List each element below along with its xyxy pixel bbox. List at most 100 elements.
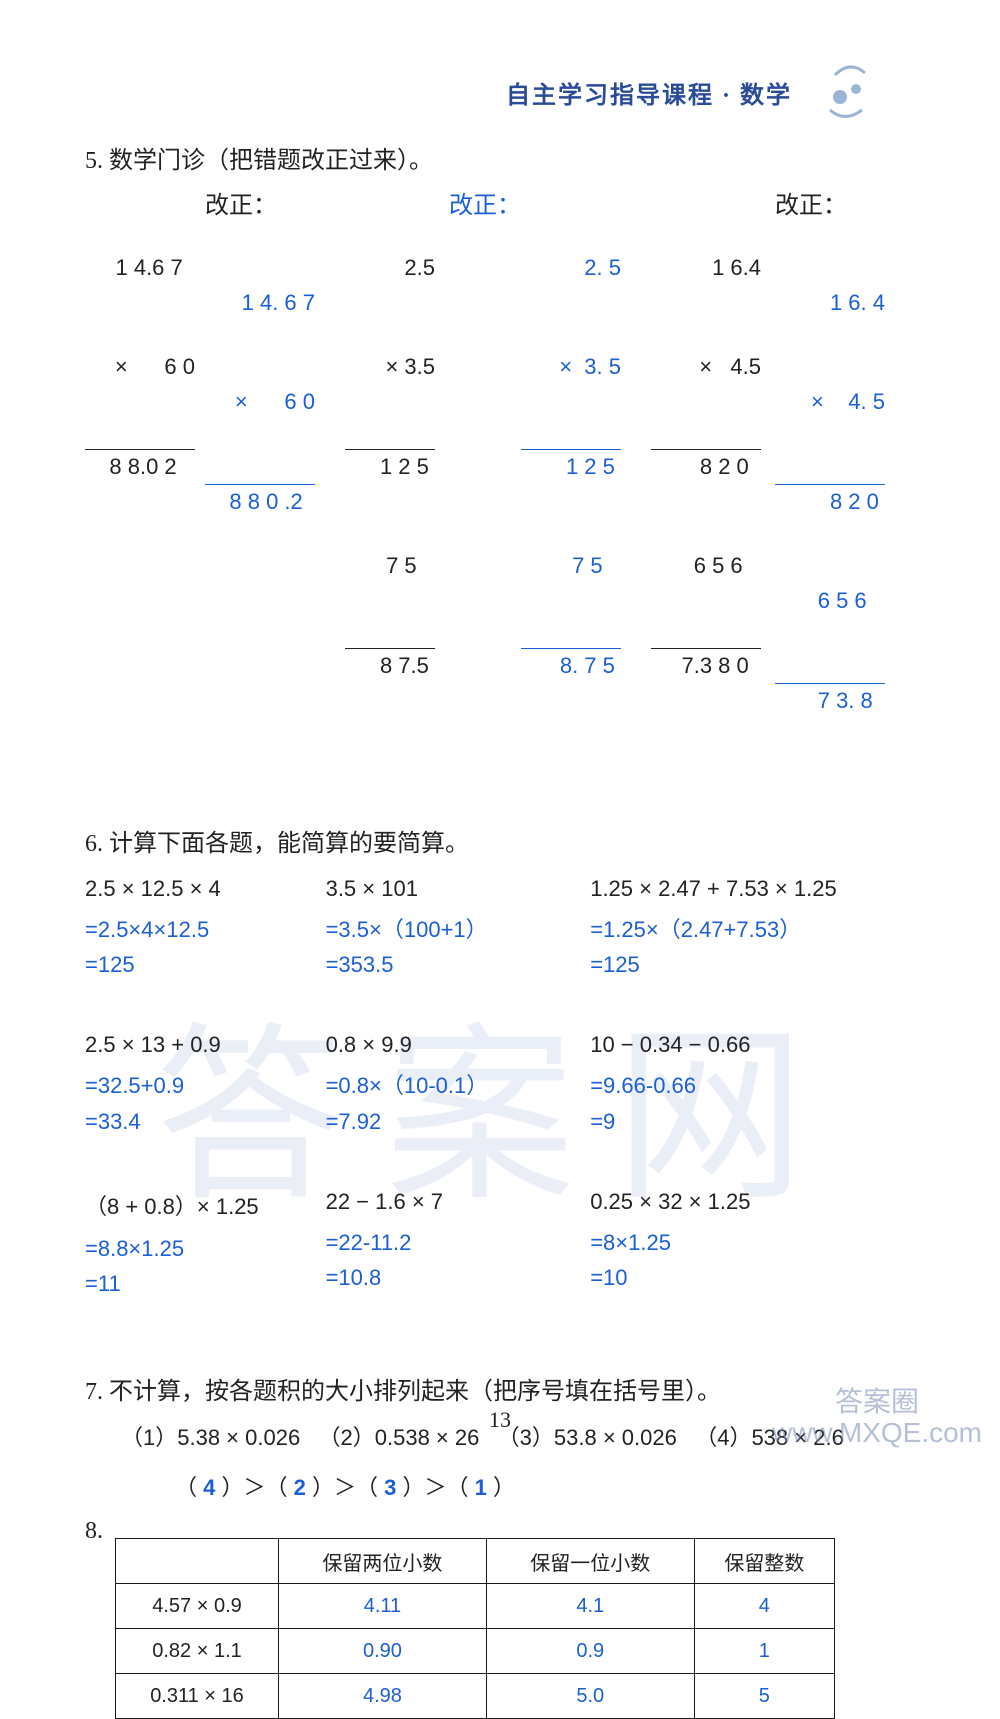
correction-label: 改正：	[449, 193, 521, 219]
q6-cell: 22 − 1.6 × 7 =22-11.2 =10.8	[326, 1189, 591, 1301]
cell-value: 5.0	[486, 1674, 694, 1719]
q5-block-1: 1 4.6 7 × 6 0 8 8.0 2 改正： 1 4. 6 7 × 6 0…	[85, 185, 315, 783]
result: 8. 7 5	[521, 648, 621, 682]
working: =32.5+0.9 =33.4	[85, 1068, 326, 1138]
q6-cell: 10 − 0.34 − 0.66 =9.66-0.66 =9	[590, 1032, 915, 1138]
paren-open: （	[175, 1475, 203, 1500]
result: 7.3 8 0	[651, 648, 761, 682]
expression: 0.25 × 32 × 1.25	[590, 1189, 915, 1215]
q5-b2-correct: 2. 5 × 3. 5 1 2 5 7 5 8. 7 5	[521, 185, 621, 748]
order-num: 3	[384, 1475, 396, 1500]
q6-cell: （8 + 0.8）× 1.25 =8.8×1.25 =11	[85, 1189, 326, 1301]
q6-cell: 1.25 × 2.47 + 7.53 × 1.25 =1.25×（2.47+7.…	[590, 876, 915, 982]
result: 7 3. 8	[775, 683, 885, 717]
q5-b3-correct: 1 6. 4 × 4. 5 8 2 0 6 5 6 7 3. 8	[775, 220, 885, 783]
cell-value: 4.98	[279, 1674, 487, 1719]
working: =22-11.2 =10.8	[326, 1225, 591, 1295]
paren-close: ）	[487, 1475, 515, 1500]
decorative-icon	[810, 55, 880, 130]
q8-label: 8.	[85, 1518, 115, 1545]
multiplier: × 3.5	[345, 350, 435, 383]
partial2: 6 5 6	[651, 549, 761, 582]
working: =2.5×4×12.5 =125	[85, 912, 326, 982]
q5-b1-wrong: 1 4.6 7 × 6 0 8 8.0 2	[85, 185, 195, 549]
partial2: 6 5 6	[775, 584, 885, 617]
partial1: 8 2 0	[775, 484, 885, 518]
working: =1.25×（2.47+7.53） =125	[590, 912, 915, 982]
correction-label: 改正：	[205, 185, 315, 220]
q6-cell: 2.5 × 13 + 0.9 =32.5+0.9 =33.4	[85, 1032, 326, 1138]
page-header: 自主学习指导课程 · 数学	[506, 55, 880, 130]
corner-logo: 答案圈 www.MXQE.com	[772, 1387, 982, 1449]
q6-grid: 2.5 × 12.5 × 4 =2.5×4×12.5 =125 3.5 × 10…	[85, 876, 915, 1301]
expression: 2.5 × 13 + 0.9	[85, 1032, 326, 1058]
expression: 0.8 × 9.9	[326, 1032, 591, 1058]
q6-cell: 2.5 × 12.5 × 4 =2.5×4×12.5 =125	[85, 876, 326, 982]
multiplicand: 1 4. 6 7	[205, 286, 315, 319]
table-header: 保留两位小数	[279, 1539, 487, 1584]
q5-b3-wrong: 1 6.4 × 4.5 8 2 0 6 5 6 7.3 8 0	[651, 185, 761, 748]
result: 8 8 0 .2	[205, 484, 315, 518]
cell-value: 0.9	[486, 1629, 694, 1674]
multiplicand: 1 6.4	[651, 251, 761, 284]
cell-value: 1	[694, 1629, 834, 1674]
partial1: 1 2 5	[521, 449, 621, 483]
table-header	[116, 1539, 279, 1584]
table-header: 保留一位小数	[486, 1539, 694, 1584]
row-header: 0.311 × 16	[116, 1674, 279, 1719]
partial2: 7 5	[521, 549, 621, 582]
q7-order: （ 4 ）＞（ 2 ）＞（ 3 ）＞（ 1 ）	[85, 1470, 915, 1502]
q5-b2-wrong: 2.5 × 3.5 1 2 5 7 5 8 7.5	[345, 185, 435, 748]
q5-block-2: 2.5 × 3.5 1 2 5 7 5 8 7.5 改正： 2. 5 × 3. …	[345, 185, 621, 783]
working: =3.5×（100+1） =353.5	[326, 912, 591, 982]
expression: 1.25 × 2.47 + 7.53 × 1.25	[590, 876, 915, 902]
expression: 2.5 × 12.5 × 4	[85, 876, 326, 902]
table-row: 4.57 × 0.9 4.11 4.1 4	[116, 1584, 835, 1629]
multiplicand: 2.5	[345, 251, 435, 284]
q5-title: 5. 数学门诊（把错题改正过来）。	[85, 140, 915, 175]
q8-table: 保留两位小数 保留一位小数 保留整数 4.57 × 0.9 4.11 4.1 4…	[115, 1538, 835, 1719]
expression: 10 − 0.34 − 0.66	[590, 1032, 915, 1058]
expression: （8 + 0.8）× 1.25	[85, 1189, 326, 1221]
table-row: 0.82 × 1.1 0.90 0.9 1	[116, 1629, 835, 1674]
multiplicand: 1 6. 4	[775, 286, 885, 319]
working: =0.8×（10-0.1） =7.92	[326, 1068, 591, 1138]
working: =8×1.25 =10	[590, 1225, 915, 1295]
multiplier: × 4.5	[651, 350, 761, 383]
partial1: 8 2 0	[651, 449, 761, 483]
cell-value: 4	[694, 1584, 834, 1629]
header-title: 自主学习指导课程 · 数学	[506, 75, 792, 110]
multiplier: × 3. 5	[521, 350, 621, 383]
result: 8 8.0 2	[85, 449, 195, 483]
order-num: 2	[294, 1475, 306, 1500]
q6-cell: 3.5 × 101 =3.5×（100+1） =353.5	[326, 876, 591, 982]
q5-b1-correct: 1 4. 6 7 × 6 0 8 8 0 .2	[205, 220, 315, 584]
paren-gt: ）＞（	[396, 1475, 474, 1500]
paren-close: ）＞（	[215, 1475, 293, 1500]
working: =8.8×1.25 =11	[85, 1231, 326, 1301]
correction-label: 改正：	[775, 185, 885, 220]
q5-block-3: 1 6.4 × 4.5 8 2 0 6 5 6 7.3 8 0 改正： 1 6.…	[651, 185, 885, 783]
expression: 22 − 1.6 × 7	[326, 1189, 591, 1215]
multiplicand: 2. 5	[521, 251, 621, 284]
q6-cell: 0.8 × 9.9 =0.8×（10-0.1） =7.92	[326, 1032, 591, 1138]
multiplier: × 6 0	[205, 385, 315, 418]
cell-value: 0.90	[279, 1629, 487, 1674]
row-header: 4.57 × 0.9	[116, 1584, 279, 1629]
order-num: 1	[475, 1475, 487, 1500]
multiplicand: 1 4.6 7	[85, 251, 195, 284]
working: =9.66-0.66 =9	[590, 1068, 915, 1138]
q6-title: 6. 计算下面各题，能简算的要简算。	[85, 823, 915, 858]
paren-gt: ）＞（	[306, 1475, 384, 1500]
cell-value: 4.1	[486, 1584, 694, 1629]
cell-value: 5	[694, 1674, 834, 1719]
table-row: 保留两位小数 保留一位小数 保留整数	[116, 1539, 835, 1584]
cell-value: 4.11	[279, 1584, 487, 1629]
row-header: 0.82 × 1.1	[116, 1629, 279, 1674]
multiplier: × 6 0	[85, 350, 195, 383]
partial1: 1 2 5	[345, 449, 435, 483]
table-header: 保留整数	[694, 1539, 834, 1584]
q5-row: 1 4.6 7 × 6 0 8 8.0 2 改正： 1 4. 6 7 × 6 0…	[85, 185, 915, 783]
result: 8 7.5	[345, 648, 435, 682]
multiplier: × 4. 5	[775, 385, 885, 418]
